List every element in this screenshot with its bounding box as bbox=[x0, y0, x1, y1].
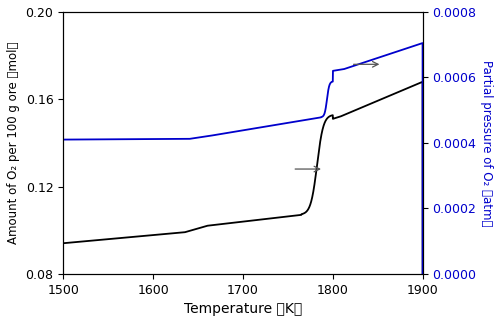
Y-axis label: Partial pressure of O₂ （atm）: Partial pressure of O₂ （atm） bbox=[480, 60, 493, 226]
Y-axis label: Amount of O₂ per 100 g ore （mol）: Amount of O₂ per 100 g ore （mol） bbox=[7, 42, 20, 244]
X-axis label: Temperature （K）: Temperature （K） bbox=[184, 302, 302, 316]
